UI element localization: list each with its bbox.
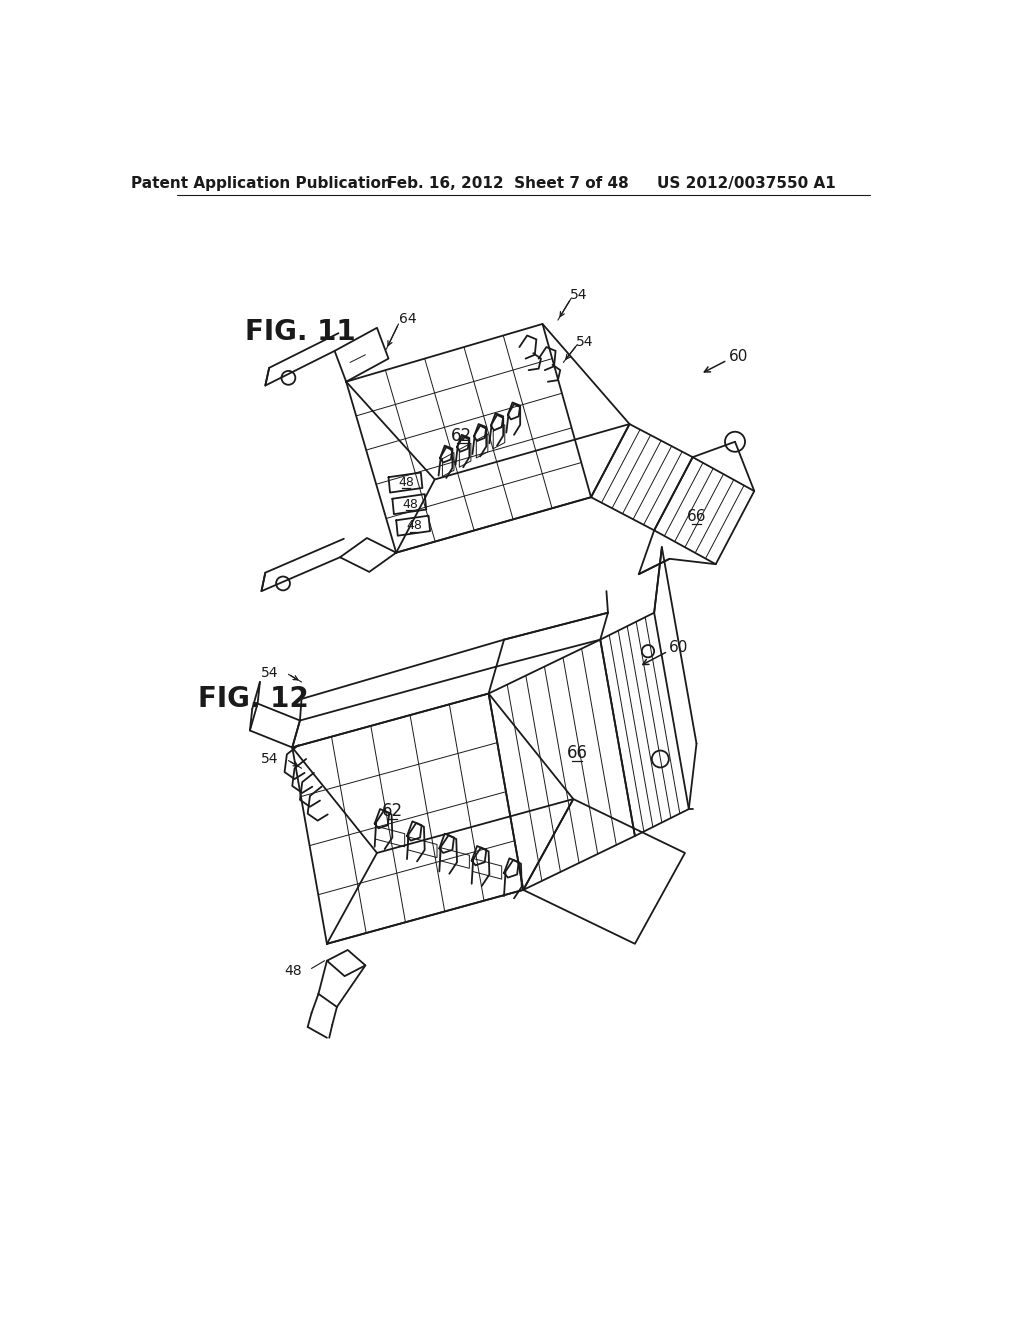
Text: 60: 60 — [729, 348, 749, 364]
Text: 54: 54 — [261, 665, 279, 680]
Text: FIG. 12: FIG. 12 — [199, 685, 309, 713]
Text: 48: 48 — [406, 519, 422, 532]
Text: 54: 54 — [577, 335, 594, 348]
Text: 62: 62 — [382, 803, 402, 820]
Text: Feb. 16, 2012  Sheet 7 of 48: Feb. 16, 2012 Sheet 7 of 48 — [387, 176, 629, 190]
Text: 48: 48 — [284, 964, 301, 978]
Text: 66: 66 — [687, 510, 707, 524]
Text: 62: 62 — [452, 426, 472, 445]
Text: 54: 54 — [570, 289, 588, 302]
Text: 64: 64 — [399, 312, 417, 326]
Text: 54: 54 — [261, 752, 279, 766]
Text: 48: 48 — [398, 477, 414, 490]
Text: 66: 66 — [566, 744, 588, 762]
Text: FIG. 11: FIG. 11 — [245, 318, 355, 346]
Text: 60: 60 — [669, 640, 688, 655]
Text: Patent Application Publication: Patent Application Publication — [131, 176, 392, 190]
Text: US 2012/0037550 A1: US 2012/0037550 A1 — [657, 176, 836, 190]
Text: 48: 48 — [402, 498, 418, 511]
